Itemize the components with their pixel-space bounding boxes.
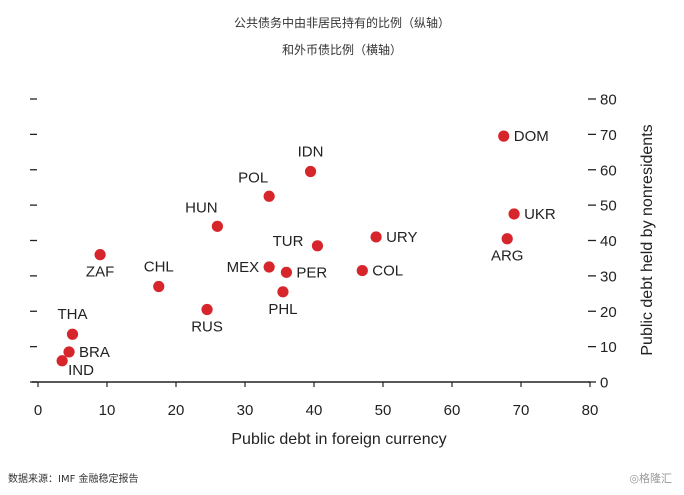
data-point — [263, 190, 275, 202]
point-label: RUS — [191, 318, 223, 335]
data-point — [304, 165, 317, 178]
y-tick-label: 20 — [600, 304, 617, 321]
point-label: CHL — [144, 258, 174, 275]
x-tick-label: 20 — [168, 402, 185, 419]
data-point — [501, 233, 513, 245]
data-point — [153, 280, 165, 293]
source-note: 数据来源：IMF 金融稳定报告 — [8, 474, 139, 485]
y-axis-title: Public debt held by nonresidents — [639, 124, 656, 355]
y-tick-label: 10 — [600, 339, 617, 356]
data-point — [277, 286, 289, 298]
point-label: HUN — [185, 199, 218, 216]
point-label: COL — [372, 263, 403, 280]
y-tick-label: 70 — [600, 127, 617, 144]
data-point — [94, 249, 106, 261]
x-axis-title: Public debt in foreign currency — [231, 431, 446, 448]
data-point — [263, 261, 275, 273]
y-tick-label: 50 — [600, 198, 617, 215]
data-point — [66, 328, 79, 340]
point-label: POL — [238, 169, 268, 186]
data-point — [498, 130, 510, 142]
y-tick-label: 40 — [600, 233, 617, 250]
y-tick-label: 80 — [600, 92, 617, 109]
x-tick-label: 30 — [237, 402, 254, 419]
point-label: MEX — [227, 259, 260, 276]
data-point — [311, 240, 324, 252]
data-point — [201, 303, 213, 316]
data-point — [280, 266, 292, 278]
x-tick-label: 50 — [375, 402, 392, 419]
point-label: TUR — [273, 233, 304, 250]
point-label: IND — [68, 362, 94, 379]
point-label: ARG — [491, 248, 524, 265]
x-tick-label: 10 — [99, 402, 116, 419]
x-tick-label: 80 — [582, 402, 599, 419]
data-point — [370, 231, 382, 243]
data-point — [56, 355, 68, 367]
data-point — [508, 208, 520, 220]
x-tick-label: 60 — [444, 402, 461, 419]
watermark-logo: ◎格隆汇 — [629, 472, 672, 485]
chart-title-line1: 公共债务中由非居民持有的比例（纵轴） — [233, 16, 450, 30]
point-label: DOM — [514, 128, 549, 145]
point-label: BRA — [79, 344, 110, 361]
point-label: UKR — [524, 206, 556, 223]
x-tick-label: 40 — [306, 402, 323, 419]
data-point — [63, 346, 75, 358]
x-tick-label: 70 — [513, 402, 530, 419]
point-label: PER — [296, 264, 327, 281]
y-tick-label: 60 — [600, 162, 617, 179]
point-label: IDN — [298, 144, 324, 161]
data-point — [211, 220, 223, 232]
point-label: URY — [386, 229, 417, 246]
data-point — [356, 264, 368, 277]
y-tick-label: 0 — [600, 375, 608, 392]
point-label: PHL — [268, 301, 297, 318]
x-tick-label: 0 — [34, 402, 42, 419]
y-tick-label: 30 — [600, 268, 617, 285]
chart-title-line2: 和外币债比例（横轴） — [281, 43, 402, 57]
point-label: ZAF — [86, 264, 114, 281]
point-label: THA — [58, 306, 88, 323]
